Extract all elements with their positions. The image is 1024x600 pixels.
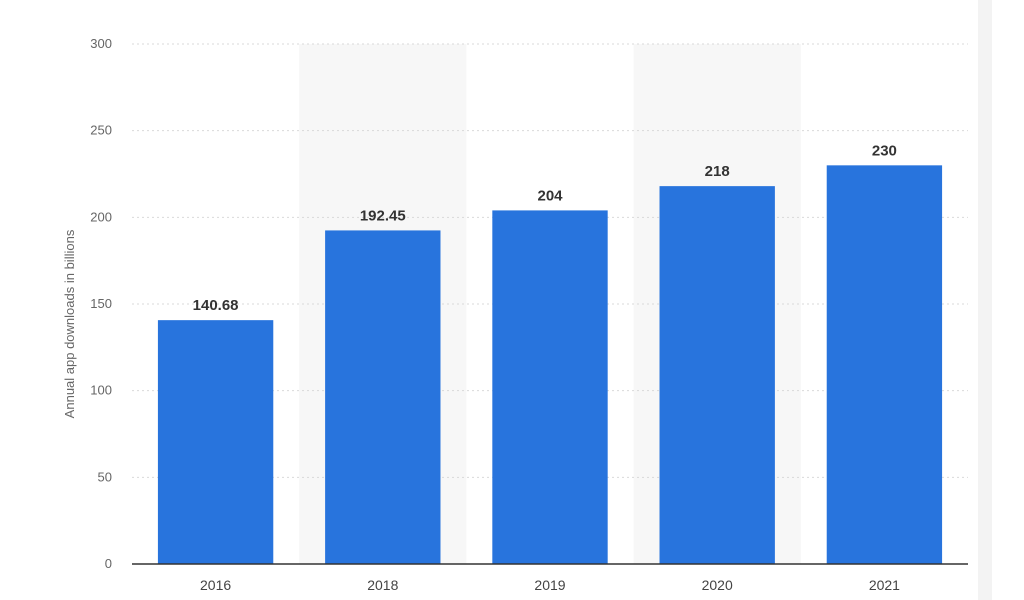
y-tick-0: 0: [105, 556, 112, 571]
data-labels: 140.68 192.45 204 218 230: [193, 142, 897, 314]
y-tick-150: 150: [90, 296, 112, 311]
data-label-2021: 230: [872, 142, 897, 159]
bar-2018: [325, 230, 441, 565]
x-tick-2019: 2019: [534, 577, 565, 593]
y-tick-50: 50: [98, 469, 112, 484]
bar-2020: [659, 186, 775, 564]
y-tick-300: 300: [90, 36, 112, 51]
bar-2016: [157, 320, 274, 564]
y-tick-100: 100: [90, 383, 112, 398]
bar-2021: [826, 165, 943, 565]
y-tick-200: 200: [90, 209, 112, 224]
data-label-2019: 204: [537, 187, 563, 204]
y-tick-250: 250: [90, 123, 112, 138]
x-tick-2020: 2020: [702, 577, 733, 593]
data-label-2018: 192.45: [360, 207, 406, 224]
data-label-2020: 218: [705, 163, 730, 180]
x-axis-ticks: 2016 2018 2019 2020 2021: [200, 577, 900, 593]
x-tick-2021: 2021: [869, 577, 900, 593]
y-axis-ticks: 0 50 100 150 200 250 300: [90, 36, 112, 571]
x-tick-2016: 2016: [200, 577, 231, 593]
right-edge-shadow: [978, 0, 992, 600]
data-label-2016: 140.68: [193, 297, 239, 314]
x-tick-2018: 2018: [367, 577, 398, 593]
bar-2019: [492, 210, 608, 564]
y-axis-title: Annual app downloads in billions: [62, 229, 77, 418]
bars: [157, 165, 943, 565]
